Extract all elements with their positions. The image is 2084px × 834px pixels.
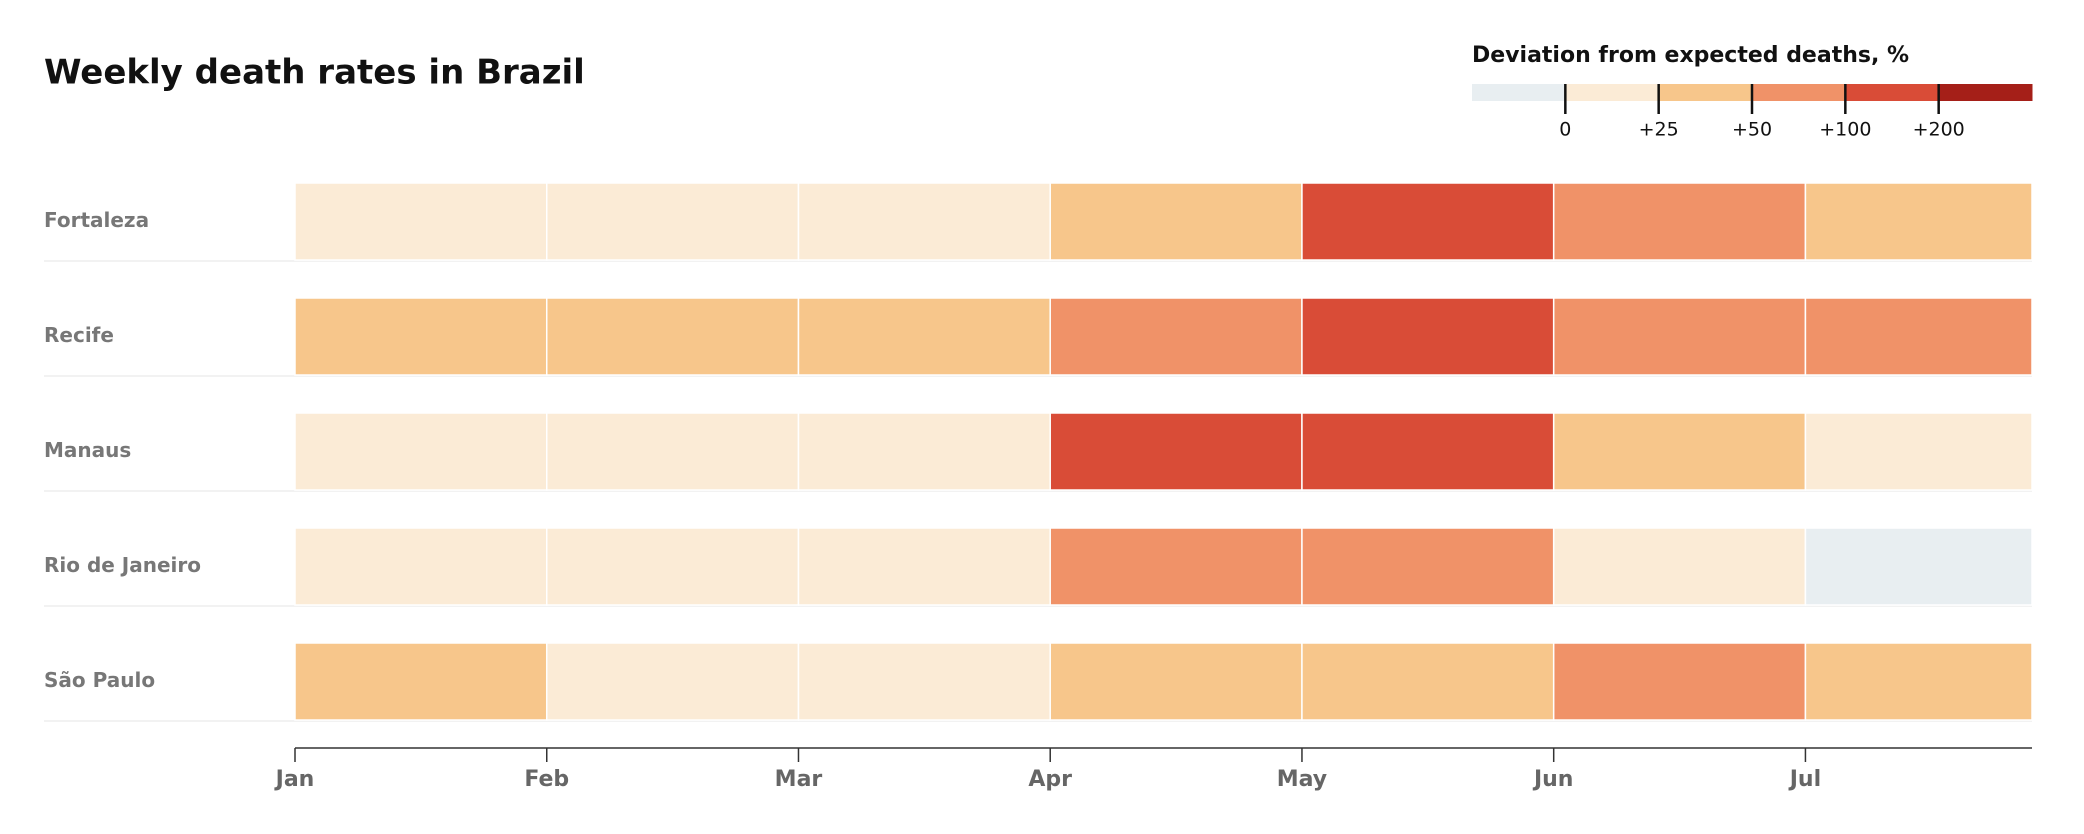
- heat-cell: [545, 297, 800, 376]
- heat-cell: [294, 182, 548, 261]
- legend-swatch: [1845, 84, 1940, 101]
- x-tick-label: May: [1277, 767, 1327, 792]
- heat-cell: [1049, 412, 1303, 491]
- x-tick-label: Feb: [524, 767, 569, 792]
- heat-cell: [1552, 182, 1807, 261]
- heat-cell: [1049, 297, 1303, 376]
- heat-cell: [1552, 412, 1807, 491]
- x-tick-label: Jun: [1532, 767, 1574, 792]
- heat-cell: [294, 527, 548, 606]
- row-label: São Paulo: [44, 668, 155, 692]
- x-tick-label: Mar: [775, 767, 823, 792]
- heat-cell: [1301, 642, 1555, 721]
- heat-cell: [1552, 527, 1807, 606]
- heat-cell: [1049, 527, 1303, 606]
- legend-tick-label: 0: [1559, 119, 1571, 141]
- heat-cell: [1301, 527, 1555, 606]
- heat-cell: [797, 297, 1051, 376]
- legend-tick-label: +50: [1732, 119, 1772, 141]
- heat-cell: [1049, 182, 1303, 261]
- heat-cell: [1804, 297, 2033, 376]
- heat-cell: [797, 527, 1051, 606]
- x-tick-label: Apr: [1028, 767, 1072, 792]
- legend-tick-label: +25: [1639, 119, 1679, 141]
- row-label: Fortaleza: [44, 208, 149, 232]
- heat-cell: [545, 182, 800, 261]
- chart-title: Weekly death rates in Brazil: [44, 53, 585, 93]
- heat-cell: [294, 412, 548, 491]
- heat-cell: [545, 412, 800, 491]
- legend-title: Deviation from expected deaths, %: [1472, 43, 1909, 68]
- heat-cell: [1552, 297, 1807, 376]
- heat-cell: [294, 297, 548, 376]
- row-label: Recife: [44, 323, 114, 347]
- heat-cell: [1804, 527, 2033, 606]
- heat-cell: [1552, 642, 1807, 721]
- heat-cell: [1301, 182, 1555, 261]
- heat-cell: [1049, 642, 1303, 721]
- row-label: Manaus: [44, 438, 131, 462]
- heat-cell: [797, 182, 1051, 261]
- legend-swatch: [1752, 84, 1846, 101]
- legend-tick-label: +100: [1819, 119, 1871, 141]
- heat-cell: [545, 527, 800, 606]
- heat-cell: [1301, 412, 1555, 491]
- x-tick-label: Jan: [274, 767, 315, 792]
- heat-cell: [1804, 642, 2033, 721]
- heat-cell: [1804, 182, 2033, 261]
- heat-cell: [797, 412, 1051, 491]
- x-tick-label: Jul: [1788, 767, 1821, 792]
- heat-cell: [545, 642, 800, 721]
- legend-swatch: [1658, 84, 1753, 101]
- row-label: Rio de Janeiro: [44, 553, 201, 577]
- legend-swatch: [1565, 84, 1660, 101]
- legend-tick-label: +200: [1913, 119, 1965, 141]
- legend-swatch: [1472, 84, 1566, 101]
- heat-cell: [1301, 297, 1555, 376]
- legend-swatch: [1938, 84, 2033, 101]
- heat-cell: [294, 642, 548, 721]
- heat-cell: [797, 642, 1051, 721]
- heat-cell: [1804, 412, 2033, 491]
